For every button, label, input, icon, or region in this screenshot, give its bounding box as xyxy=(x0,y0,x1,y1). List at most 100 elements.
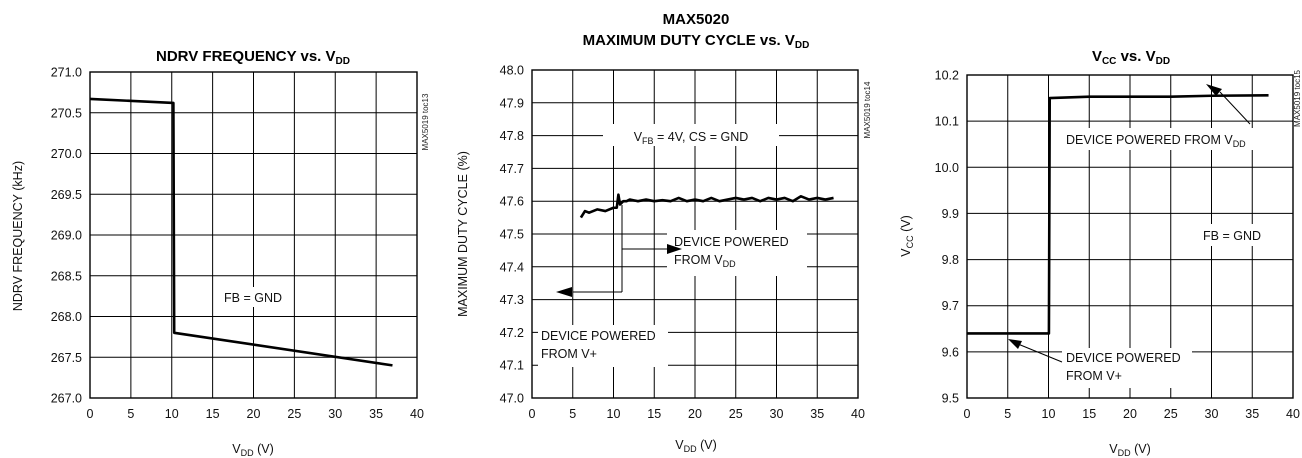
series-line xyxy=(89,97,393,367)
y-tick-label: 269.0 xyxy=(51,229,82,243)
y-tick-label: 47.5 xyxy=(500,228,524,242)
y-tick-label: 10.1 xyxy=(935,115,959,129)
chart-max-duty-cycle: MAX5020 MAXIMUM DUTY CYCLE vs. VDD 0 5 10 1… xyxy=(456,11,872,454)
x-tick-label: 25 xyxy=(287,407,301,421)
plot-frame xyxy=(89,71,418,399)
y-tick-label: 268.0 xyxy=(51,310,82,324)
plot-frame xyxy=(966,74,1294,399)
chart-ndrv-frequency: NDRV FREQUENCY vs. VDD 0 5 10 15 20 25 30 35 40 … xyxy=(11,48,430,458)
x-tick-label: 25 xyxy=(1164,407,1178,421)
y-tick-label: 47.1 xyxy=(500,359,524,373)
arrow-left-head xyxy=(556,287,572,297)
x-tick-label: 15 xyxy=(647,407,661,421)
x-tick-label: 40 xyxy=(410,407,424,421)
y-tick-label: 9.8 xyxy=(942,253,959,267)
y-tick-label: 271.0 xyxy=(51,66,82,80)
y-tick-label: 47.0 xyxy=(500,392,524,406)
x-tick-label: 35 xyxy=(810,407,824,421)
y-tick-label: 270.5 xyxy=(51,106,82,120)
x-tick-label: 10 xyxy=(1042,407,1056,421)
x-tick-labels: 0 5 10 15 20 25 30 35 40 xyxy=(529,407,865,421)
x-tick-label: 15 xyxy=(1082,407,1096,421)
y-tick-labels: 9.5 9.6 9.7 9.8 9.9 10.0 10.1 10.2 xyxy=(935,69,959,406)
leader-line xyxy=(1017,343,1063,363)
annotation-bg xyxy=(1062,348,1192,388)
annotation-device-vdd-line1: DEVICE POWERED xyxy=(674,235,789,249)
plot-frame xyxy=(531,69,859,399)
y-tick-label: 269.5 xyxy=(51,188,82,202)
annotation-device-vdd: DEVICE POWERED FROM VDD xyxy=(1066,133,1246,149)
y-tick-label: 270.0 xyxy=(51,147,82,161)
x-tick-label: 5 xyxy=(1004,407,1011,421)
x-tick-label: 25 xyxy=(729,407,743,421)
y-axis-label: MAXIMUM DUTY CYCLE (%) xyxy=(456,151,470,317)
x-tick-label: 30 xyxy=(1205,407,1219,421)
side-label: MAX5019 toc14 xyxy=(863,81,872,138)
x-tick-label: 10 xyxy=(165,407,179,421)
x-tick-label: 10 xyxy=(607,407,621,421)
series-line xyxy=(967,94,1269,335)
y-tick-labels: 47.0 47.1 47.2 47.3 47.4 47.5 47.6 47.7 47.8 47.9… xyxy=(500,64,524,406)
annotation-device-vplus-line1: DEVICE POWERED xyxy=(541,329,656,343)
side-label: MAX5019 toc13 xyxy=(421,93,430,150)
x-tick-label: 0 xyxy=(87,407,94,421)
y-tick-label: 9.6 xyxy=(942,345,959,359)
y-tick-label: 267.5 xyxy=(51,351,82,365)
annotation-bg xyxy=(1195,224,1269,246)
annotation-device-vplus-line2: FROM V+ xyxy=(1066,369,1122,383)
annotation-fb: FB = GND xyxy=(224,291,282,305)
chart-title: MAXIMUM DUTY CYCLE vs. VDD xyxy=(583,32,810,51)
y-tick-label: 47.6 xyxy=(500,195,524,209)
x-axis-label: VDD (V) xyxy=(1109,442,1150,458)
y-tick-label: 10.0 xyxy=(935,161,959,175)
x-tick-label: 0 xyxy=(529,407,536,421)
x-tick-label: 20 xyxy=(1123,407,1137,421)
annotation-bg xyxy=(218,287,288,307)
x-tick-label: 20 xyxy=(247,407,261,421)
chart-vcc: VCC vs. VDD 0 5 10 15 20 25 30 35 40 9.59.69.79.… xyxy=(899,48,1302,458)
annotation-device-vplus-line2: FROM V+ xyxy=(541,347,597,361)
x-tick-labels: 0 5 10 15 20 25 30 35 40 xyxy=(964,407,1300,421)
y-axis-label: VCC (V) xyxy=(899,215,915,256)
x-tick-label: 30 xyxy=(328,407,342,421)
x-tick-label: 40 xyxy=(1286,407,1300,421)
y-tick-label: 47.3 xyxy=(500,293,524,307)
x-tick-label: 5 xyxy=(127,407,134,421)
annotation-bg xyxy=(603,124,779,146)
y-tick-label: 9.9 xyxy=(942,207,959,221)
chart-supertitle: MAX5020 xyxy=(663,11,730,28)
y-tick-label: 47.7 xyxy=(500,162,524,176)
series-line xyxy=(579,193,834,219)
x-tick-labels: 0 5 10 15 20 25 30 35 40 xyxy=(87,407,424,421)
chart-title: NDRV FREQUENCY vs. VDD xyxy=(156,48,350,67)
x-tick-label: 30 xyxy=(770,407,784,421)
leader-arrow-head xyxy=(1206,84,1222,96)
arrow-right-head xyxy=(667,244,682,254)
y-tick-label: 9.7 xyxy=(942,299,959,313)
grid xyxy=(89,71,418,399)
y-tick-label: 268.5 xyxy=(51,269,82,283)
x-tick-label: 35 xyxy=(1245,407,1259,421)
y-axis-label: NDRV FREQUENCY (kHz) xyxy=(11,161,25,311)
annotation-fb: FB = GND xyxy=(1203,229,1261,243)
y-tick-label: 48.0 xyxy=(500,64,524,78)
leader-arrow-head xyxy=(1008,339,1022,349)
y-tick-label: 47.2 xyxy=(500,326,524,340)
annotation-bg xyxy=(1062,128,1272,150)
chart-title: VCC vs. VDD xyxy=(1092,48,1170,67)
annotation-device-vplus-line1: DEVICE POWERED xyxy=(1066,351,1181,365)
annotation-bg xyxy=(538,325,668,367)
annotation-bg xyxy=(667,230,807,276)
y-tick-label: 9.5 xyxy=(942,392,959,406)
y-tick-label: 267.0 xyxy=(51,392,82,406)
x-axis-label: VDD (V) xyxy=(675,438,716,454)
y-tick-label: 47.8 xyxy=(500,129,524,143)
leader-line xyxy=(1219,91,1251,125)
x-tick-label: 5 xyxy=(569,407,576,421)
y-tick-label: 47.9 xyxy=(500,96,524,110)
y-tick-labels: 267.0 267.5 268.0 268.5 269.0 269.5 270.0 270.5… xyxy=(51,66,82,406)
annotation-device-vdd-line2: FROM VDD xyxy=(674,253,736,269)
annotation-condition: VFB = 4V, CS = GND xyxy=(634,130,749,146)
x-tick-label: 20 xyxy=(688,407,702,421)
